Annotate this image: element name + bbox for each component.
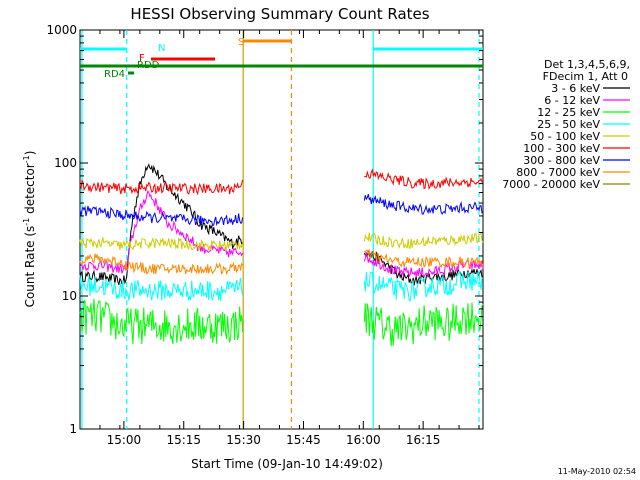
svg-text:Count Rate (s-1 detector-1): Count Rate (s-1 detector-1) xyxy=(22,151,37,308)
x-tick-label: 16:15 xyxy=(406,433,441,447)
series-line-2-seg1 xyxy=(363,302,484,347)
legend-label: 12 - 25 keV xyxy=(537,106,600,119)
series-layer xyxy=(79,163,484,347)
y-axis-label-mid: detector xyxy=(23,163,37,218)
series-line-5-seg0 xyxy=(79,179,244,196)
y-axis-label-end: ) xyxy=(23,151,37,156)
series-line-1-seg0 xyxy=(79,190,244,274)
legend-label: 25 - 50 keV xyxy=(537,118,600,131)
y-tick-label: 1 xyxy=(69,422,77,436)
night-label: N xyxy=(158,43,165,54)
legend-header-line1: Det 1,3,4,5,6,9, xyxy=(544,58,630,71)
series-line-2-seg0 xyxy=(79,298,244,345)
x-tick-label: 16:00 xyxy=(346,433,381,447)
legend-label: 50 - 100 keV xyxy=(530,130,600,143)
x-axis-label: Start Time (09-Jan-10 14:49:02) xyxy=(191,457,383,471)
x-tick-label: 15:30 xyxy=(226,433,261,447)
series-line-7-seg1 xyxy=(363,249,484,269)
plot-area xyxy=(79,29,484,430)
rdd-label: RDD xyxy=(137,60,160,71)
series-line-1-seg1 xyxy=(363,252,484,278)
legend-label: 6 - 12 keV xyxy=(544,94,600,107)
x-tick-label: 15:45 xyxy=(286,433,321,447)
y-tick-label: 100 xyxy=(54,156,77,170)
series-line-0-seg0 xyxy=(79,163,243,286)
chart-title: HESSI Observing Summary Count Rates xyxy=(130,5,429,23)
y-axis-label-sup2: -1 xyxy=(22,155,31,163)
x-tick-label: 15:00 xyxy=(107,433,142,447)
legend-label: 3 - 6 keV xyxy=(551,82,600,95)
series-line-7-seg0 xyxy=(79,253,244,276)
series-line-4-seg0 xyxy=(79,236,244,252)
series-line-6-seg0 xyxy=(79,205,244,227)
flare-label: F xyxy=(139,53,145,64)
series-line-3-seg0 xyxy=(79,275,244,302)
footer-date: 11-May-2010 02:54 xyxy=(558,467,636,476)
y-tick-label: 1000 xyxy=(46,23,77,37)
legend-label: 100 - 300 keV xyxy=(523,142,600,155)
series-line-4-seg1 xyxy=(363,232,484,250)
series-line-6-seg1 xyxy=(363,194,484,216)
series-line-5-seg1 xyxy=(364,168,484,190)
y-axis-label-base: Count Rate (s xyxy=(23,226,37,308)
y-tick-label: 10 xyxy=(62,289,77,303)
series-line-3-seg1 xyxy=(363,270,484,302)
legend: Det 1,3,4,5,6,9, FDecim 1, Att 0 3 - 6 k… xyxy=(502,58,630,191)
x-axis-ticks: 15:00 15:15 15:30 15:45 16:00 16:15 xyxy=(99,30,480,447)
y-axis-label: Count Rate (s-1 detector-1) xyxy=(22,151,37,308)
y-axis-ticks: 1 10 100 1000 xyxy=(46,23,483,436)
legend-header-line2: FDecim 1, Att 0 xyxy=(543,70,628,83)
event-lines xyxy=(81,30,480,429)
rd4-label: RD4 xyxy=(104,69,125,80)
legend-label: 7000 - 20000 keV xyxy=(502,178,600,191)
x-tick-label: 15:15 xyxy=(166,433,201,447)
annotation-layer: N F S RDD RD4 xyxy=(80,37,483,80)
legend-label: 300 - 800 keV xyxy=(523,154,600,167)
saa-label: S xyxy=(238,37,244,48)
plot-frame xyxy=(79,29,484,430)
y-axis-label-sup1: -1 xyxy=(22,218,31,226)
legend-label: 800 - 7000 keV xyxy=(516,166,600,179)
